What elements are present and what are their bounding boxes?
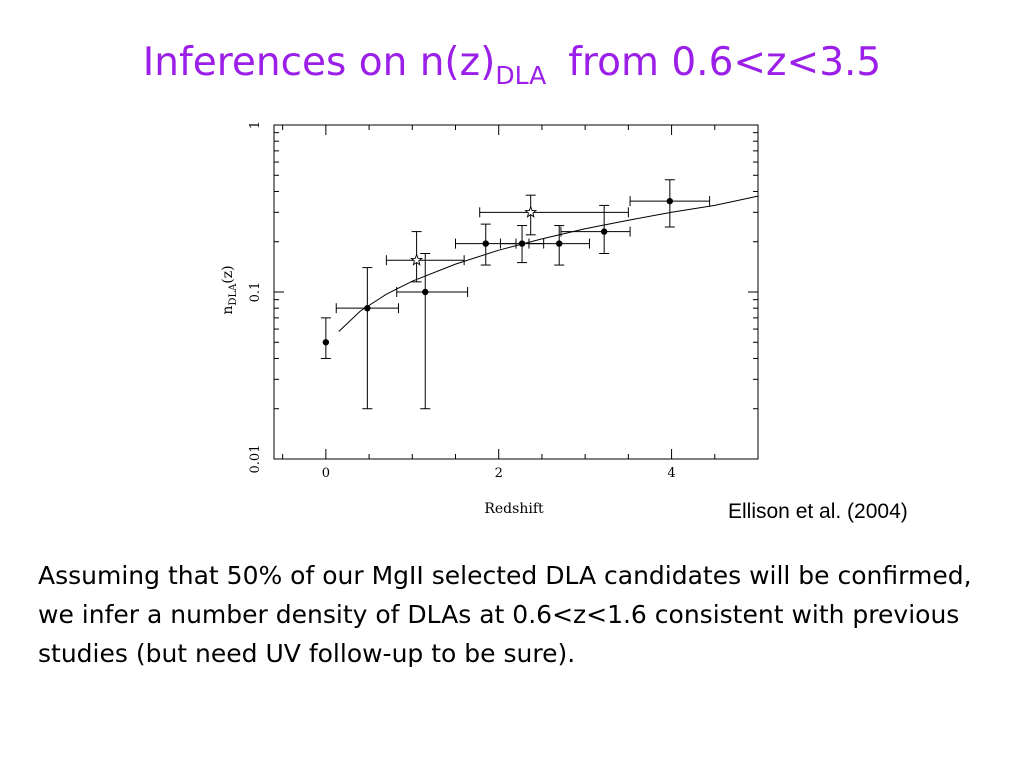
data-point bbox=[422, 288, 429, 296]
star-point bbox=[524, 205, 538, 218]
title-subscript: DLA bbox=[495, 61, 547, 90]
data-point bbox=[482, 240, 489, 247]
y-axis-label-tail: (z) bbox=[220, 265, 236, 283]
x-tick-label: 0 bbox=[322, 466, 330, 481]
tick-labels: 0 2 4 0.01 0.1 1 bbox=[248, 121, 676, 481]
plot-frame bbox=[273, 124, 759, 460]
y-tick-label: 0.01 bbox=[248, 445, 263, 474]
data-markers bbox=[322, 197, 674, 346]
x-tick-label: 4 bbox=[667, 466, 675, 481]
plot-border bbox=[273, 124, 759, 460]
y-axis-label-main: n bbox=[220, 306, 236, 315]
data-point bbox=[556, 240, 563, 247]
data-point bbox=[322, 339, 330, 346]
data-point bbox=[600, 228, 608, 235]
title-main: Inferences on n(z) bbox=[142, 40, 496, 85]
error-bars bbox=[320, 179, 711, 410]
citation: Ellison et al. (2004) bbox=[728, 500, 908, 523]
y-tick-label: 0.1 bbox=[248, 282, 263, 303]
data-point bbox=[666, 197, 674, 205]
x-axis-label: Redshift bbox=[484, 501, 544, 517]
title-tail: from 0.6<z<3.5 bbox=[568, 40, 882, 85]
slide-title: Inferences on n(z)DLA from 0.6<z<3.5 bbox=[0, 40, 1024, 90]
y-axis-label-sub: DLA bbox=[228, 283, 239, 306]
star-point bbox=[410, 253, 424, 266]
tick-marks bbox=[274, 125, 759, 460]
x-tick-label: 2 bbox=[495, 466, 503, 481]
y-axis-label: nDLA(z) bbox=[220, 265, 239, 314]
data-point bbox=[518, 240, 526, 247]
chart: 0 2 4 0.01 0.1 1 Redshift nDLA(z) bbox=[220, 121, 759, 517]
body-text: Assuming that 50% of our MgII selected D… bbox=[38, 561, 972, 668]
fit-curve-layer bbox=[338, 195, 759, 332]
data-point bbox=[364, 304, 371, 312]
y-tick-label: 1 bbox=[248, 121, 263, 129]
fit-curve bbox=[338, 195, 759, 332]
